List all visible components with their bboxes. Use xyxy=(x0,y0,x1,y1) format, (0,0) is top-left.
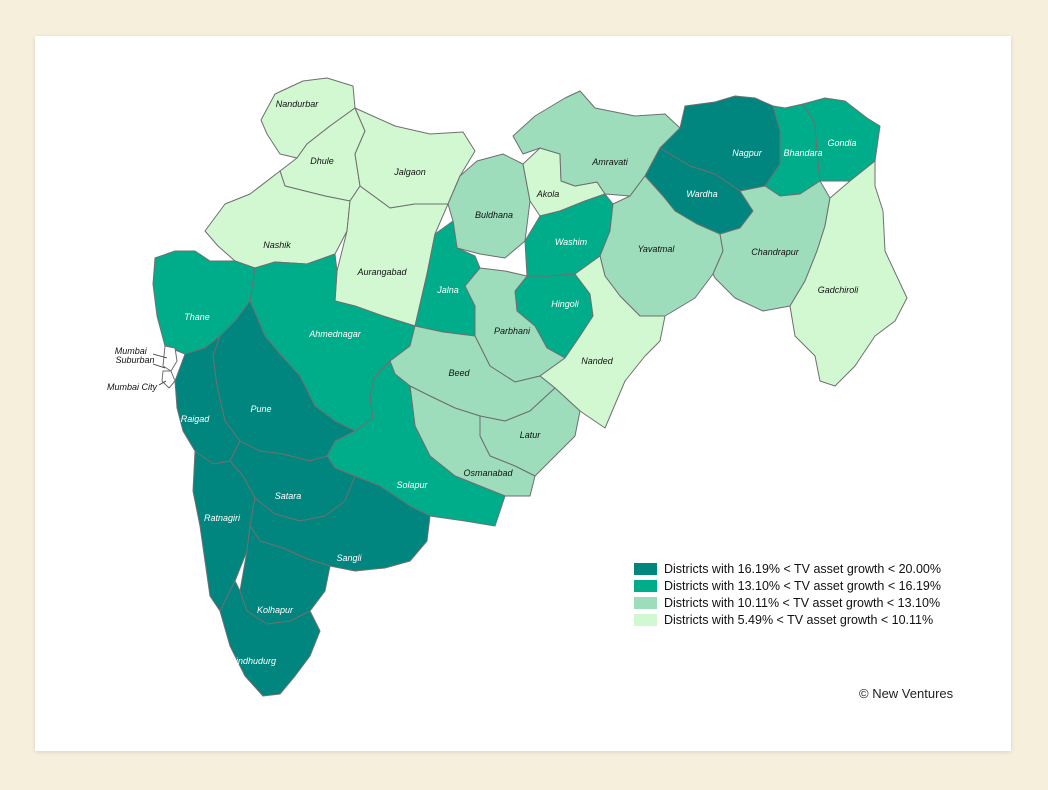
district-mumbai-suburban[interactable] xyxy=(162,345,178,372)
label-mumbai-suburban: Mumbai Suburban xyxy=(115,346,155,365)
label-beed: Beed xyxy=(448,368,470,378)
legend-swatch-cat1 xyxy=(634,562,657,575)
district-buldhana[interactable] xyxy=(447,153,531,259)
legend-swatch-cat4 xyxy=(634,613,657,626)
label-buldhana: Buldhana xyxy=(475,210,513,220)
label-aurangabad: Aurangabad xyxy=(356,267,407,277)
legend-item: Districts with 13.10% < TV asset growth … xyxy=(634,577,941,594)
legend-item: Districts with 16.19% < TV asset growth … xyxy=(634,560,941,577)
label-raigad: Raigad xyxy=(181,414,211,424)
label-amravati: Amravati xyxy=(591,157,629,167)
label-jalgaon: Jalgaon xyxy=(393,167,426,177)
maharashtra-district-map: Nandurbar Dhule Jalgaon Nashik Aurangaba… xyxy=(107,77,908,697)
label-nanded: Nanded xyxy=(581,356,614,366)
label-nandurbar: Nandurbar xyxy=(276,99,320,109)
district-sindhudurg[interactable] xyxy=(219,580,321,697)
label-kolhapur: Kolhapur xyxy=(257,605,294,615)
label-pune: Pune xyxy=(250,404,271,414)
district-mumbai-city[interactable] xyxy=(161,370,176,389)
legend-label: Districts with 16.19% < TV asset growth … xyxy=(664,561,941,576)
legend-item: Districts with 10.11% < TV asset growth … xyxy=(634,594,941,611)
label-mumbai-suburban-line2: Suburban xyxy=(115,355,154,365)
mumbai-callout-lines xyxy=(152,353,168,386)
label-osmanabad: Osmanabad xyxy=(463,468,513,478)
label-gondia: Gondia xyxy=(827,138,856,148)
legend-item: Districts with 5.49% < TV asset growth <… xyxy=(634,611,941,628)
legend-swatch-cat3 xyxy=(634,596,657,609)
district-labels: Nandurbar Dhule Jalgaon Nashik Aurangaba… xyxy=(107,99,859,666)
legend-label: Districts with 5.49% < TV asset growth <… xyxy=(664,612,934,627)
map-card: Nandurbar Dhule Jalgaon Nashik Aurangaba… xyxy=(35,36,1011,751)
label-bhandara: Bhandara xyxy=(783,148,822,158)
legend-label: Districts with 10.11% < TV asset growth … xyxy=(664,595,941,610)
label-wardha: Wardha xyxy=(686,189,717,199)
label-mumbai-suburban-line1: Mumbai xyxy=(115,346,148,356)
district-shapes xyxy=(152,77,908,697)
label-parbhani: Parbhani xyxy=(494,326,531,336)
district-ratnagiri[interactable] xyxy=(192,450,256,612)
label-sindhudurg: Sindhudurg xyxy=(230,656,276,666)
label-sangli: Sangli xyxy=(336,553,362,563)
label-gadchiroli: Gadchiroli xyxy=(818,285,860,295)
label-ratnagiri: Ratnagiri xyxy=(204,513,241,523)
legend: Districts with 16.19% < TV asset growth … xyxy=(634,560,941,628)
label-washim: Washim xyxy=(555,237,588,247)
label-akola: Akola xyxy=(536,189,560,199)
label-dhule: Dhule xyxy=(310,156,334,166)
legend-label: Districts with 13.10% < TV asset growth … xyxy=(664,578,941,593)
district-nashik[interactable] xyxy=(204,170,351,269)
district-nanded[interactable] xyxy=(539,255,666,429)
label-jalna: Jalna xyxy=(436,285,459,295)
label-nashik: Nashik xyxy=(263,240,291,250)
label-mumbai-city: Mumbai City xyxy=(107,382,158,392)
copyright-credit: © New Ventures xyxy=(859,686,954,701)
label-hingoli: Hingoli xyxy=(551,299,580,309)
label-solapur: Solapur xyxy=(396,480,428,490)
district-gadchiroli[interactable] xyxy=(789,160,908,387)
label-ahmednagar: Ahmednagar xyxy=(308,329,362,339)
label-thane: Thane xyxy=(184,312,210,322)
label-satara: Satara xyxy=(275,491,302,501)
label-yavatmal: Yavatmal xyxy=(638,244,676,254)
legend-swatch-cat2 xyxy=(634,579,657,592)
label-chandrapur: Chandrapur xyxy=(751,247,800,257)
label-nagpur: Nagpur xyxy=(732,148,763,158)
label-latur: Latur xyxy=(520,430,542,440)
